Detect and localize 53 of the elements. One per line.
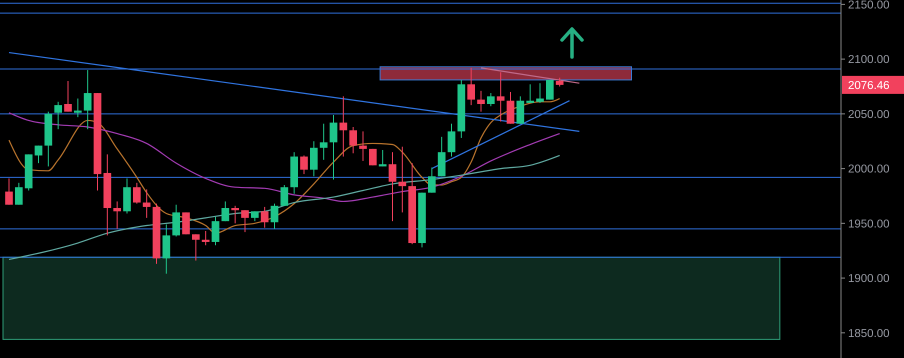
candlestick [310,140,318,177]
candlestick [260,206,268,228]
candlestick [182,212,190,235]
candlestick [378,149,386,167]
candlestick [192,234,200,262]
y-tick-label: 1900.00 [848,273,890,286]
candlestick [300,154,308,175]
candlestick [202,230,210,246]
y-tick-label: 2050.00 [848,108,890,121]
candlestick [34,145,42,164]
candlestick [132,182,141,204]
candlestick [231,205,239,224]
candlestick [359,130,367,162]
line-series [8,112,560,202]
candlestick [212,216,220,246]
y-tick-label: 2150.00 [848,0,890,12]
candlestick [536,82,544,104]
candlestick [64,80,72,112]
candlestick [487,92,495,107]
candlestick [270,203,278,230]
candlestick [54,101,62,130]
candlestick [172,204,180,237]
candlestick [496,72,504,122]
y-tick-label: 1850.00 [848,328,890,340]
candlestick [526,84,534,104]
candlestick [330,114,338,180]
candlestick [467,67,475,106]
text: 2076.46 [848,80,890,92]
y-tick-label: 1950.00 [848,218,890,230]
candlestick [448,123,456,158]
candlestick [5,178,13,206]
candlestick [516,96,524,124]
candlestick [398,146,406,213]
candlestick [388,152,396,222]
candlestick [241,210,249,233]
candlestick [506,91,514,124]
candlestick [74,98,82,118]
candlestick [280,184,288,206]
candlestick [84,70,92,130]
candlestick [349,126,357,154]
candlestick [142,188,150,218]
candlestick [222,200,230,222]
y-tick-label: 2100.00 [848,54,890,66]
line-series [8,154,560,260]
candlestick [162,224,170,274]
candlestick [320,123,328,160]
candlestick [113,200,121,230]
y-tick-label: 2000.00 [848,164,890,176]
candlestick [340,96,348,158]
candlestick [477,90,485,112]
candlestick [428,167,436,194]
candlestick [369,148,377,166]
candlestick [14,182,23,206]
